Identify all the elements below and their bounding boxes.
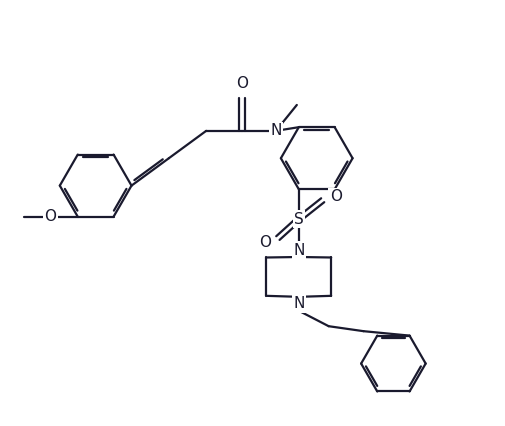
Text: O: O — [44, 209, 57, 224]
Text: O: O — [236, 76, 248, 91]
Text: O: O — [259, 235, 271, 250]
Text: S: S — [294, 212, 304, 227]
Text: N: N — [293, 242, 305, 258]
Text: N: N — [293, 296, 305, 311]
Text: O: O — [330, 189, 342, 204]
Text: N: N — [270, 124, 282, 138]
